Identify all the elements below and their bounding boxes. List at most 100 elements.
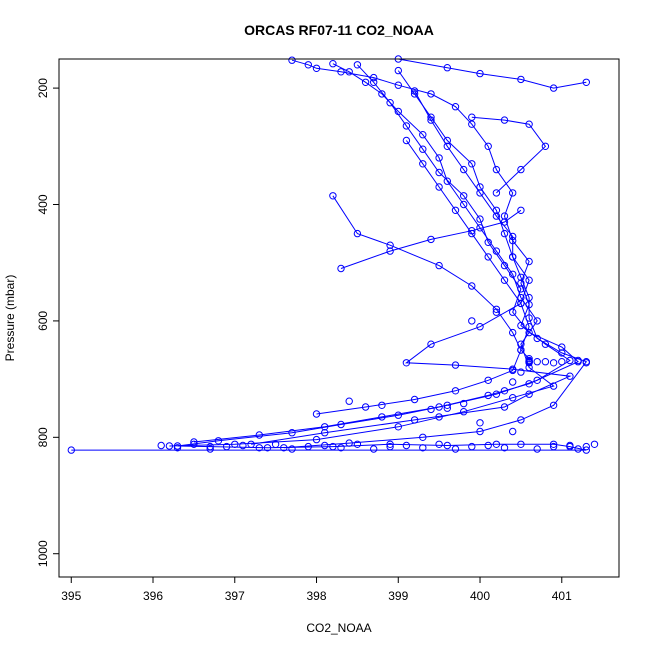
data-point (549, 84, 558, 92)
y-tick-label: 200 (36, 78, 50, 98)
data-point (517, 299, 525, 308)
data-point (329, 442, 337, 451)
profile-series (190, 61, 582, 446)
data-point (206, 445, 214, 453)
data-point (378, 90, 386, 98)
data-point (386, 247, 394, 255)
data-point (67, 446, 76, 454)
data-point (173, 444, 182, 452)
data-point (451, 103, 460, 111)
data-point (402, 441, 411, 450)
data-point (312, 410, 321, 418)
series-layer (67, 55, 599, 454)
data-point (558, 343, 566, 351)
data-point (247, 440, 255, 448)
data-point (517, 368, 525, 376)
data-point (492, 165, 501, 174)
profile-series (337, 206, 525, 273)
data-point (337, 444, 345, 452)
data-point (492, 206, 501, 215)
data-point (402, 359, 411, 367)
data-point (370, 78, 378, 87)
data-point (533, 334, 541, 343)
data-point (492, 189, 501, 197)
data-point (476, 419, 484, 427)
data-point (435, 183, 443, 191)
profile-series (468, 113, 550, 197)
data-point (427, 235, 435, 244)
data-point (353, 440, 362, 448)
data-point (435, 154, 443, 162)
data-point (419, 433, 427, 441)
data-point (427, 116, 435, 124)
data-point (590, 440, 599, 448)
data-point (549, 401, 558, 409)
data-point (533, 317, 541, 325)
data-point (484, 391, 492, 400)
data-point (525, 357, 533, 365)
data-point (509, 308, 517, 316)
data-point (549, 440, 558, 448)
data-point (484, 253, 492, 261)
data-point (353, 61, 362, 69)
data-point (566, 441, 574, 450)
data-point (460, 200, 468, 209)
data-point (517, 206, 525, 215)
y-axis-label: Pressure (mbar) (3, 275, 17, 362)
data-point (468, 120, 476, 128)
data-point (345, 439, 353, 447)
data-point (460, 165, 468, 174)
data-point (460, 192, 468, 200)
data-point (386, 99, 394, 107)
data-point (157, 441, 165, 450)
data-point (312, 435, 321, 444)
x-axis-label: CO2_NOAA (306, 621, 371, 635)
data-point (566, 372, 574, 380)
data-point (419, 131, 427, 139)
data-point (370, 73, 378, 82)
data-point (500, 212, 509, 220)
data-point (378, 401, 386, 409)
data-point (410, 395, 419, 404)
data-point (280, 444, 288, 452)
data-point (582, 78, 590, 87)
series-line (169, 63, 555, 447)
data-point (410, 90, 419, 98)
data-point (165, 442, 174, 450)
data-point (394, 411, 402, 419)
data-point (582, 442, 590, 451)
data-point (353, 229, 362, 238)
series-line (71, 59, 587, 451)
data-point (476, 69, 484, 78)
data-point (500, 116, 509, 124)
x-tick-label: 398 (307, 589, 327, 603)
data-point (517, 165, 525, 174)
data-point (288, 56, 296, 64)
data-point (419, 145, 427, 153)
data-point (468, 227, 476, 235)
data-point (574, 445, 582, 453)
series-line (471, 116, 547, 194)
y-axis: 200 400 600 800 1000 (36, 78, 59, 567)
data-point (402, 136, 411, 145)
data-point (566, 356, 574, 365)
data-point (410, 416, 419, 424)
profile-series (67, 56, 590, 454)
data-point (443, 64, 451, 72)
data-point (345, 397, 353, 405)
data-point (468, 113, 476, 121)
data-point (329, 60, 337, 68)
data-point (500, 229, 509, 238)
data-point (222, 442, 231, 451)
data-point (427, 90, 435, 98)
data-point (394, 66, 402, 75)
x-axis: 395 396 397 398 399 400 401 (61, 577, 572, 603)
data-point (361, 78, 370, 87)
data-point (427, 405, 435, 414)
x-tick-label: 395 (61, 589, 81, 603)
data-point (451, 445, 460, 453)
data-point (402, 122, 411, 130)
data-point (329, 192, 337, 200)
data-point (427, 340, 435, 348)
